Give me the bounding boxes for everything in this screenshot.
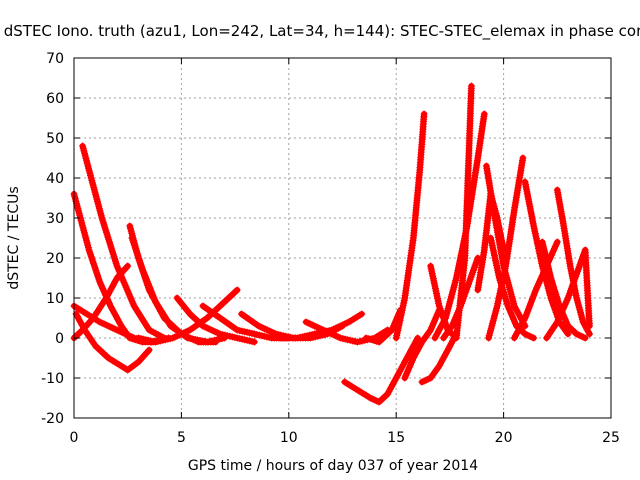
plot-border	[73, 57, 612, 419]
data-point	[564, 330, 572, 338]
data-point	[231, 288, 239, 296]
y-tick-label: 50	[46, 131, 64, 147]
y-tick-label: 70	[46, 51, 64, 67]
data-point	[195, 319, 203, 327]
data-point	[581, 334, 589, 342]
data-series	[418, 330, 460, 386]
data-point	[382, 392, 390, 400]
data-point	[530, 334, 538, 342]
data-point	[467, 82, 475, 90]
y-axis-title: dSTEC / TECUs	[6, 186, 22, 289]
data-point	[571, 328, 579, 336]
data-points	[70, 82, 593, 406]
data-series	[543, 246, 593, 342]
data-point	[226, 293, 234, 301]
data-series	[302, 318, 392, 346]
data-point	[124, 262, 132, 270]
x-tick-label: 5	[177, 430, 186, 446]
data-series	[72, 310, 153, 374]
data-point	[420, 110, 428, 118]
data-point	[193, 317, 201, 325]
data-point	[73, 331, 81, 339]
x-tick-label: 10	[280, 430, 298, 446]
data-point	[568, 325, 575, 333]
data-point	[95, 345, 103, 353]
data-point	[233, 286, 241, 294]
grid-lines	[74, 58, 611, 418]
data-point	[586, 330, 593, 338]
data-point	[382, 331, 390, 339]
data-point	[77, 328, 85, 336]
data-point	[250, 338, 258, 346]
data-series	[401, 306, 443, 382]
x-tick-label: 20	[495, 430, 513, 446]
y-tick-label: -20	[41, 411, 64, 427]
y-tick-label: 30	[46, 211, 64, 227]
data-series	[173, 294, 258, 346]
data-point	[564, 322, 572, 330]
data-series	[440, 254, 482, 342]
data-point	[145, 346, 153, 354]
data-point	[230, 289, 238, 297]
y-tick-label: 40	[46, 171, 64, 187]
data-point	[553, 238, 561, 246]
y-tick-label: 60	[46, 91, 64, 107]
data-point	[519, 328, 527, 336]
data-series	[392, 110, 428, 342]
data-point	[480, 110, 488, 118]
data-point	[449, 331, 457, 339]
data-point	[72, 332, 80, 340]
data-point	[220, 298, 228, 306]
data-point	[101, 351, 109, 359]
x-axis-title: GPS time / hours of day 037 of year 2014	[188, 458, 478, 474]
data-series	[485, 154, 527, 342]
data-point	[566, 324, 574, 332]
data-point	[375, 398, 383, 406]
data-series	[431, 110, 488, 342]
data-point	[186, 310, 194, 318]
data-series	[128, 234, 228, 346]
x-tick-label: 15	[387, 430, 405, 446]
data-point	[92, 342, 99, 350]
chart-title: dSTEC Iono. truth (azu1, Lon=242, Lat=34…	[4, 22, 640, 41]
data-point	[569, 327, 577, 335]
data-point	[97, 347, 105, 355]
data-point	[379, 395, 386, 403]
data-point	[379, 335, 387, 343]
axis-ticks: 0 5 10 15 20 25 -20 -10 0 10 20 30 40 50 60 70	[41, 51, 620, 446]
data-point	[377, 396, 385, 404]
y-tick-label: -10	[41, 371, 64, 387]
data-point	[380, 393, 388, 401]
data-point	[75, 329, 83, 337]
y-tick-label: 20	[46, 251, 64, 267]
data-point	[358, 310, 366, 318]
data-point	[377, 336, 385, 344]
data-series	[341, 334, 422, 406]
data-point	[222, 296, 230, 304]
data-point	[586, 322, 593, 330]
data-point	[190, 313, 198, 321]
y-tick-label: 0	[55, 331, 64, 347]
data-point	[386, 328, 394, 336]
x-tick-label: 25	[602, 430, 620, 446]
series-trace	[79, 143, 168, 341]
x-tick-label: 0	[70, 430, 79, 446]
data-series	[276, 310, 366, 342]
data-point	[519, 154, 527, 162]
data-point	[414, 334, 422, 342]
data-series	[79, 142, 168, 342]
y-tick-label: 10	[46, 291, 64, 307]
